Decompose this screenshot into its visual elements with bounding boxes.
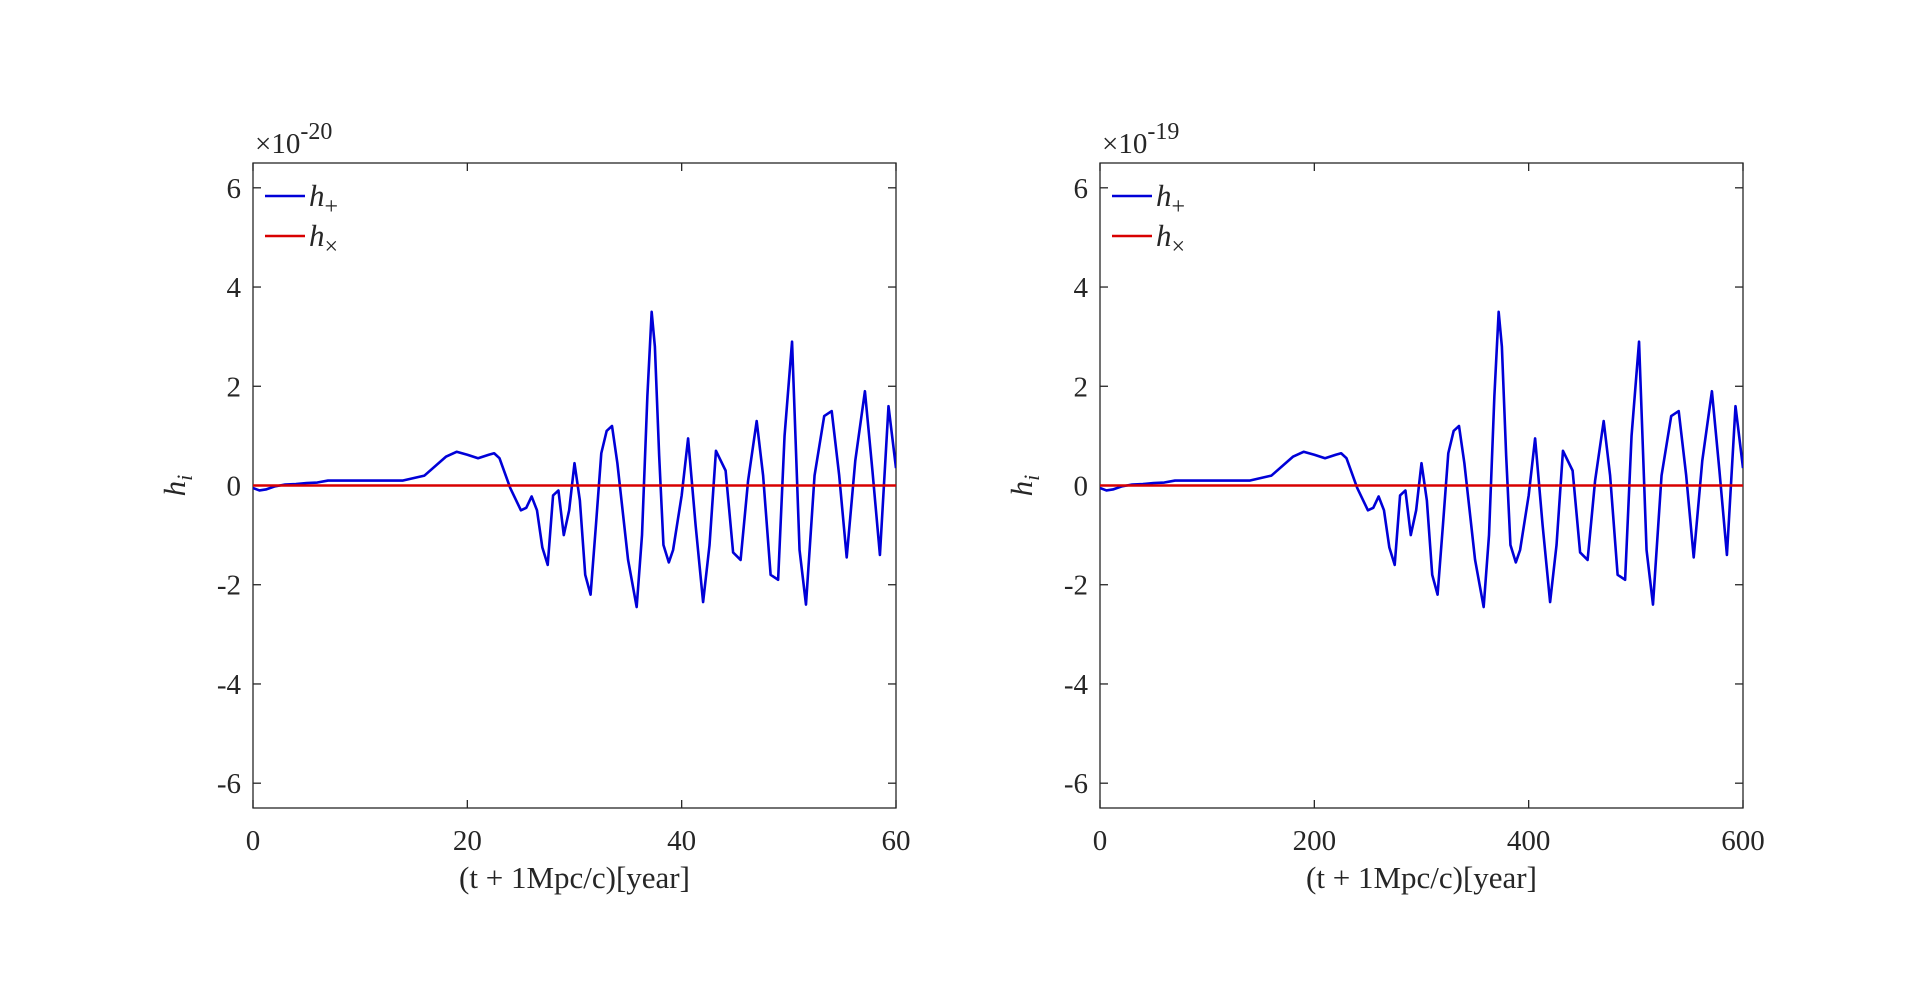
x-axis-title: (t + 1Mpc/c)[year] [1306, 860, 1537, 895]
y-tick-label: 0 [227, 471, 242, 503]
y-exponent: -20 [300, 119, 332, 145]
x-tick-label: 20 [453, 825, 482, 857]
y-tick-label: 6 [1074, 173, 1089, 205]
x-axis-title: (t + 1Mpc/c)[year] [459, 860, 690, 895]
legend-entry-name: h [1156, 178, 1172, 213]
legend-entry: h+ [309, 178, 338, 220]
y-tick-label: 2 [1074, 371, 1089, 403]
legend-entry-name: h [309, 218, 325, 253]
y-tick-label: 4 [1074, 272, 1089, 304]
y-tick-label: 2 [227, 371, 242, 403]
legend-entry-name: h [309, 178, 325, 213]
chart-panel-2: 0 200 400 600 -6 -4 -2 0 2 4 6 ×10-19 (t + 1Mpc/c)[y… [1004, 119, 1765, 895]
y-axis-title-main: h [1004, 481, 1039, 497]
y-tick-label: -6 [1064, 768, 1088, 800]
y-tick-label: -4 [217, 669, 242, 701]
legend-entry: h+ [1156, 178, 1185, 220]
y-tick-label: -4 [1064, 669, 1089, 701]
y-tick-label: -6 [217, 768, 241, 800]
legend-entry-name: h [1156, 218, 1172, 253]
x-tick-label: 0 [246, 825, 261, 857]
x-tick-label: 0 [1093, 825, 1108, 857]
x-tick-label: 200 [1293, 825, 1337, 857]
legend-entry-sub: + [1172, 194, 1186, 220]
x-tick-label: 400 [1507, 825, 1551, 857]
y-axis-title-main: h [157, 481, 192, 497]
y-exponent-label: ×10-19 [1102, 119, 1179, 160]
y-multiplier: ×10 [255, 128, 300, 160]
y-multiplier: ×10 [1102, 128, 1147, 160]
legend-entry-sub: + [325, 194, 339, 220]
legend-entry: h× [309, 218, 338, 260]
y-axis-title: hi [157, 475, 197, 497]
y-axis-title-sub: i [172, 475, 197, 481]
series-line-h-plus [1100, 310, 1743, 609]
y-exponent: -19 [1147, 119, 1179, 145]
y-axis-title-sub: i [1019, 475, 1044, 481]
series-line-h-plus [253, 310, 896, 609]
y-tick-label: -2 [217, 570, 241, 602]
y-tick-label: 6 [227, 173, 242, 205]
y-exponent-label: ×10-20 [255, 119, 332, 160]
x-tick-label: 40 [667, 825, 696, 857]
legend-entry-sub: × [1172, 234, 1186, 260]
y-axis-title: hi [1004, 475, 1044, 497]
legend-entry-sub: × [325, 234, 339, 260]
y-tick-label: 4 [227, 272, 242, 304]
legend: h+h× [1112, 178, 1185, 260]
x-tick-label: 60 [882, 825, 911, 857]
legend: h+h× [265, 178, 338, 260]
y-tick-label: -2 [1064, 570, 1088, 602]
legend-entry: h× [1156, 218, 1185, 260]
y-tick-label: 0 [1074, 471, 1089, 503]
x-tick-label: 600 [1721, 825, 1765, 857]
